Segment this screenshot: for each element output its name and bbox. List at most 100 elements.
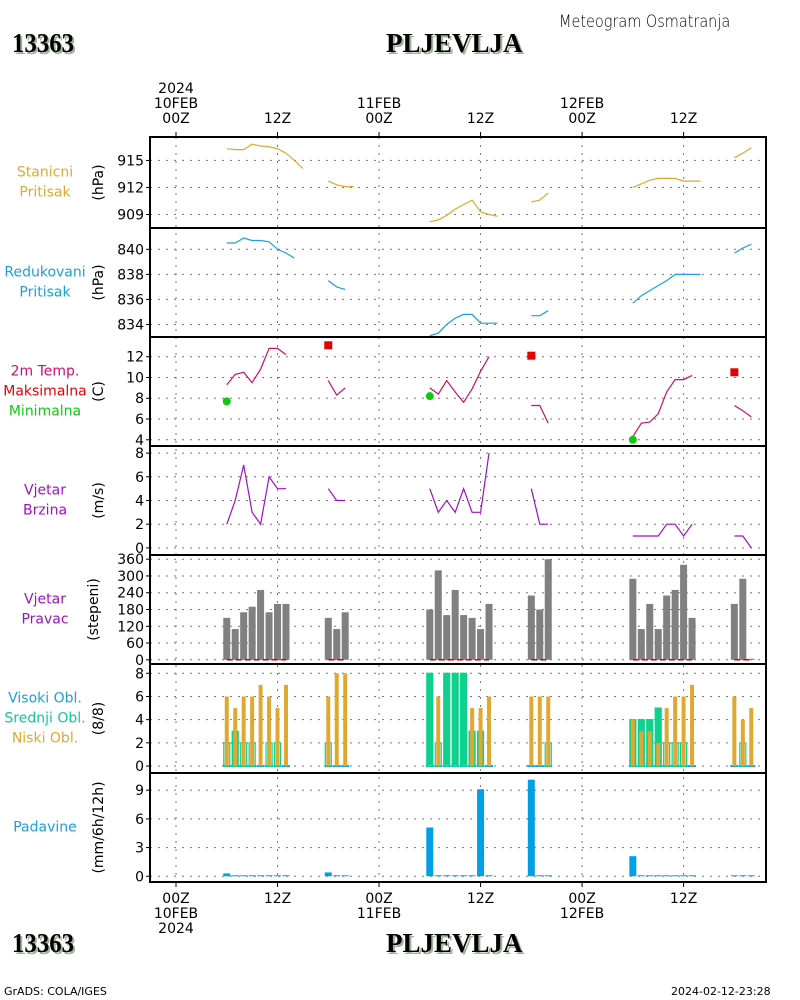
cloud-bar-low xyxy=(444,765,449,767)
panel-frame xyxy=(149,772,767,883)
wind-dir-bar xyxy=(671,589,679,660)
cloud-bar-low xyxy=(630,719,635,767)
y-tick-label: 2 xyxy=(135,517,144,533)
wind-dir-bar xyxy=(282,603,290,660)
panel-wind-speed: 0 2 4 6 8 (m/s) Vjetar Brzina xyxy=(23,445,767,557)
y-tick-label: 0 xyxy=(135,869,144,885)
x-tick-label-bottom: 00Z xyxy=(568,891,595,907)
series-line xyxy=(429,199,498,223)
wind-dir-bar xyxy=(223,617,231,660)
wind-dir-bar xyxy=(629,578,637,660)
cloud-bar-low xyxy=(326,696,331,767)
cloud-bar-low xyxy=(343,673,348,767)
series-line xyxy=(632,523,693,538)
cloud-bar-low xyxy=(267,696,272,767)
cloud-bar-low xyxy=(740,719,745,767)
cloud-bar-low xyxy=(224,696,229,767)
panel-precipitation: 0 3 6 9 (mm/6h/12h) Padavine xyxy=(13,772,767,885)
cloud-bar-low xyxy=(537,696,542,767)
precip-bar xyxy=(324,872,332,877)
cloud-bar-low xyxy=(283,684,288,767)
wind-dir-bar xyxy=(680,564,688,660)
y-tick-label: 240 xyxy=(117,586,144,602)
precip-bar xyxy=(333,875,341,877)
y-tick-label: 6 xyxy=(135,689,144,705)
wind-dir-bar xyxy=(333,629,341,660)
cloud-bar-low xyxy=(250,696,255,767)
cloud-bar-low xyxy=(258,684,263,767)
precip-bar xyxy=(434,875,442,877)
x-tick-label-top: 11FEB xyxy=(357,96,401,112)
station-id-top: 13363 xyxy=(12,28,75,58)
series-line xyxy=(429,453,490,514)
x-tick-label-bottom: 12Z xyxy=(467,891,494,907)
y-tick-label: 0 xyxy=(135,653,144,669)
x-tick-label-bottom: 00Z xyxy=(162,891,189,907)
cloud-bar-mid-fill xyxy=(443,673,450,767)
wind-dir-bar xyxy=(240,612,248,660)
precip-bar xyxy=(274,875,282,877)
y-tick-label: 10 xyxy=(126,370,144,386)
series-line xyxy=(226,143,304,169)
x-tick-label-top: 00Z xyxy=(365,111,392,127)
wind-dir-bar xyxy=(654,629,662,660)
y-tick-label: 6 xyxy=(135,470,144,486)
panel-temperature: 4 6 8 10 12 (C) 2m Temp. Maksimalna Minimalna xyxy=(3,336,767,449)
max-temp-marker xyxy=(527,351,536,360)
y-axis-unit: (stepeni) xyxy=(86,578,102,641)
cloud-bar-low xyxy=(436,696,441,767)
cloud-bar-low xyxy=(427,765,432,767)
y-tick-label: 4 xyxy=(135,433,144,449)
precip-bar xyxy=(688,875,696,877)
cloud-bar-low xyxy=(487,696,492,767)
panel-label: Pritisak xyxy=(19,185,71,201)
x-tick-label-bottom: 12Z xyxy=(264,891,291,907)
precip-bar xyxy=(460,875,468,877)
precip-bar xyxy=(527,779,535,877)
wind-dir-bar xyxy=(451,589,459,660)
wind-dir-bar xyxy=(485,603,493,660)
cloud-bar-low xyxy=(529,696,534,767)
x-tick-label-top: 12FEB xyxy=(560,96,604,112)
precip-bar xyxy=(248,875,256,877)
y-tick-label: 9 xyxy=(135,783,144,799)
wind-dir-bar xyxy=(637,629,645,660)
cloud-bar-low xyxy=(461,765,466,767)
series-line xyxy=(327,280,346,290)
wind-dir-bar xyxy=(527,595,535,660)
precip-bar xyxy=(282,875,290,877)
y-tick-label: 6 xyxy=(135,412,144,428)
precip-bar xyxy=(426,827,434,877)
min-temp-marker xyxy=(222,397,231,406)
series-line xyxy=(531,310,549,317)
cloud-bar-low xyxy=(656,742,661,767)
precip-bar xyxy=(341,875,349,877)
cloud-bar-mid-fill xyxy=(655,708,662,767)
y-tick-label: 6 xyxy=(135,812,144,828)
precip-bar xyxy=(663,875,671,877)
precip-bar xyxy=(671,875,679,877)
panel-label: Pritisak xyxy=(19,285,71,301)
wind-dir-bar xyxy=(248,606,256,660)
precip-bar xyxy=(231,875,239,877)
cloud-bar-low xyxy=(546,696,551,767)
precip-bar xyxy=(739,875,747,877)
x-tick-label-top: 00Z xyxy=(568,111,595,127)
y-tick-label: 300 xyxy=(117,569,144,585)
x-tick-label-bottom: 10FEB xyxy=(154,906,198,922)
panel-label: Vjetar xyxy=(24,592,66,608)
chart-subtitle: Meteogram Osmatranja xyxy=(559,12,731,32)
precip-bar xyxy=(747,875,755,877)
precip-bar xyxy=(240,875,248,877)
cloud-bar-mid-fill xyxy=(460,673,467,767)
x-tick-label-bottom: 12Z xyxy=(670,891,697,907)
wind-dir-bar xyxy=(324,617,332,660)
cloud-bar-low xyxy=(681,696,686,767)
y-tick-label: 120 xyxy=(117,619,144,635)
cloud-bar-low xyxy=(275,708,280,767)
precip-bar xyxy=(637,875,645,877)
min-temp-marker xyxy=(628,435,637,444)
wind-dir-bar xyxy=(468,617,476,660)
series-line xyxy=(734,404,752,418)
